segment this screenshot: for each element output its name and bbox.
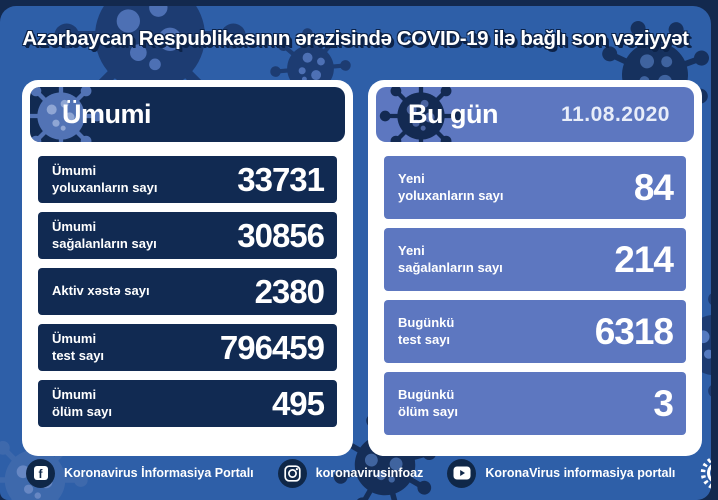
facebook-f-glyph: f <box>33 466 48 480</box>
stat-row-total-recovered: Ümumi sağalanların sayı 30856 <box>38 212 337 259</box>
stat-label-line: Bugünkü <box>398 386 455 402</box>
stat-value: 3 <box>653 382 674 424</box>
stat-label-line: sağalanların sayı <box>398 259 503 275</box>
stat-row-active-cases: Aktiv xəstə sayı 2380 <box>38 268 337 315</box>
totals-header: Ümumi <box>30 87 345 142</box>
stat-value: 796459 <box>219 328 325 366</box>
stat-label: Yeni sağalanların sayı <box>398 243 503 277</box>
koronavirus-info-logo[interactable]: KoronaVirus info <box>699 454 711 492</box>
stat-label-line: Aktiv xəstə sayı <box>52 283 150 299</box>
facebook-icon: f <box>26 458 55 488</box>
stat-label-line: yoluxanların sayı <box>52 179 158 195</box>
stat-value: 33731 <box>237 160 325 198</box>
stat-row-today-tests: Bugünkü test sayı 6318 <box>384 300 686 363</box>
today-header: Bu gün 11.08.2020 <box>376 87 694 142</box>
stat-label-line: sağalanların sayı <box>52 235 157 251</box>
totals-rows: Ümumi yoluxanların sayı 33731 Ümumi sağa… <box>38 156 337 427</box>
stat-row-total-tests: Ümumi test sayı 796459 <box>38 324 337 371</box>
stat-label-line: Ümumi <box>52 330 97 346</box>
stat-row-new-infected: Yeni yoluxanların sayı 84 <box>384 156 686 219</box>
stat-row-today-deaths: Bugünkü ölüm sayı 3 <box>384 372 686 435</box>
stat-label: Bugünkü test sayı <box>398 315 454 349</box>
stat-label-line: Ümumi <box>52 386 97 402</box>
instagram-glyph <box>283 464 301 482</box>
stat-label-line: Yeni <box>398 242 425 258</box>
stat-value: 6318 <box>594 310 674 352</box>
stat-label-line: Ümumi <box>52 162 97 178</box>
youtube-label: KoronaVirus informasiya portalı <box>485 466 676 480</box>
stat-value: 214 <box>614 238 674 280</box>
instagram-label: koronavirusinfoaz <box>315 466 424 480</box>
stat-label-line: Yeni <box>398 170 425 186</box>
stat-value: 30856 <box>237 216 325 254</box>
stat-label: Ümumi ölüm sayı <box>52 387 112 421</box>
totals-panel: Ümumi Ümumi yoluxanların sayı 33731 Ümum… <box>22 80 353 456</box>
stat-label: Aktiv xəstə sayı <box>52 283 150 300</box>
today-header-label: Bu gün <box>408 99 498 129</box>
main-card: Azərbaycan Respublikasının ərazisində CO… <box>0 6 711 500</box>
stat-label-line: test sayı <box>398 331 451 347</box>
stat-label: Yeni yoluxanların sayı <box>398 171 504 205</box>
stat-label-line: Ümumi <box>52 218 97 234</box>
stat-label-line: test sayı <box>52 347 105 363</box>
instagram-icon <box>277 458 307 488</box>
youtube-glyph <box>453 466 471 480</box>
sun-virus-logo-icon <box>701 457 711 489</box>
today-rows: Yeni yoluxanların sayı 84 Yeni sağalanla… <box>384 156 686 435</box>
instagram-link[interactable]: koronavirusinfoaz <box>277 458 424 488</box>
stat-label-line: Bugünkü <box>398 314 455 330</box>
stat-label: Bugünkü ölüm sayı <box>398 387 458 421</box>
totals-header-label: Ümumi <box>62 99 152 129</box>
youtube-link[interactable]: KoronaVirus informasiya portalı <box>447 458 676 488</box>
stat-label: Ümumi test sayı <box>52 331 104 365</box>
facebook-label: Koronavirus İnformasiya Portalı <box>64 466 254 480</box>
stat-row-new-recovered: Yeni sağalanların sayı 214 <box>384 228 686 291</box>
facebook-link[interactable]: f Koronavirus İnformasiya Portalı <box>26 458 254 488</box>
stat-row-total-deaths: Ümumi ölüm sayı 495 <box>38 380 337 427</box>
today-panel: Bu gün 11.08.2020 Yeni yoluxanların sayı… <box>368 80 702 456</box>
stat-value: 84 <box>633 166 674 208</box>
report-date: 11.08.2020 <box>561 102 670 126</box>
page-title: Azərbaycan Respublikasının ərazisində CO… <box>22 27 689 50</box>
footer: f Koronavirus İnformasiya Portalı korona… <box>26 452 711 494</box>
youtube-icon <box>447 458 477 488</box>
stat-label-line: ölüm sayı <box>398 403 458 419</box>
stat-label-line: ölüm sayı <box>52 403 112 419</box>
stat-row-total-infected: Ümumi yoluxanların sayı 33731 <box>38 156 337 203</box>
stat-label-line: yoluxanların sayı <box>398 187 504 203</box>
stat-value: 495 <box>271 384 325 422</box>
stat-label: Ümumi sağalanların sayı <box>52 219 157 253</box>
stat-label: Ümumi yoluxanların sayı <box>52 163 158 197</box>
stat-value: 2380 <box>254 272 325 310</box>
